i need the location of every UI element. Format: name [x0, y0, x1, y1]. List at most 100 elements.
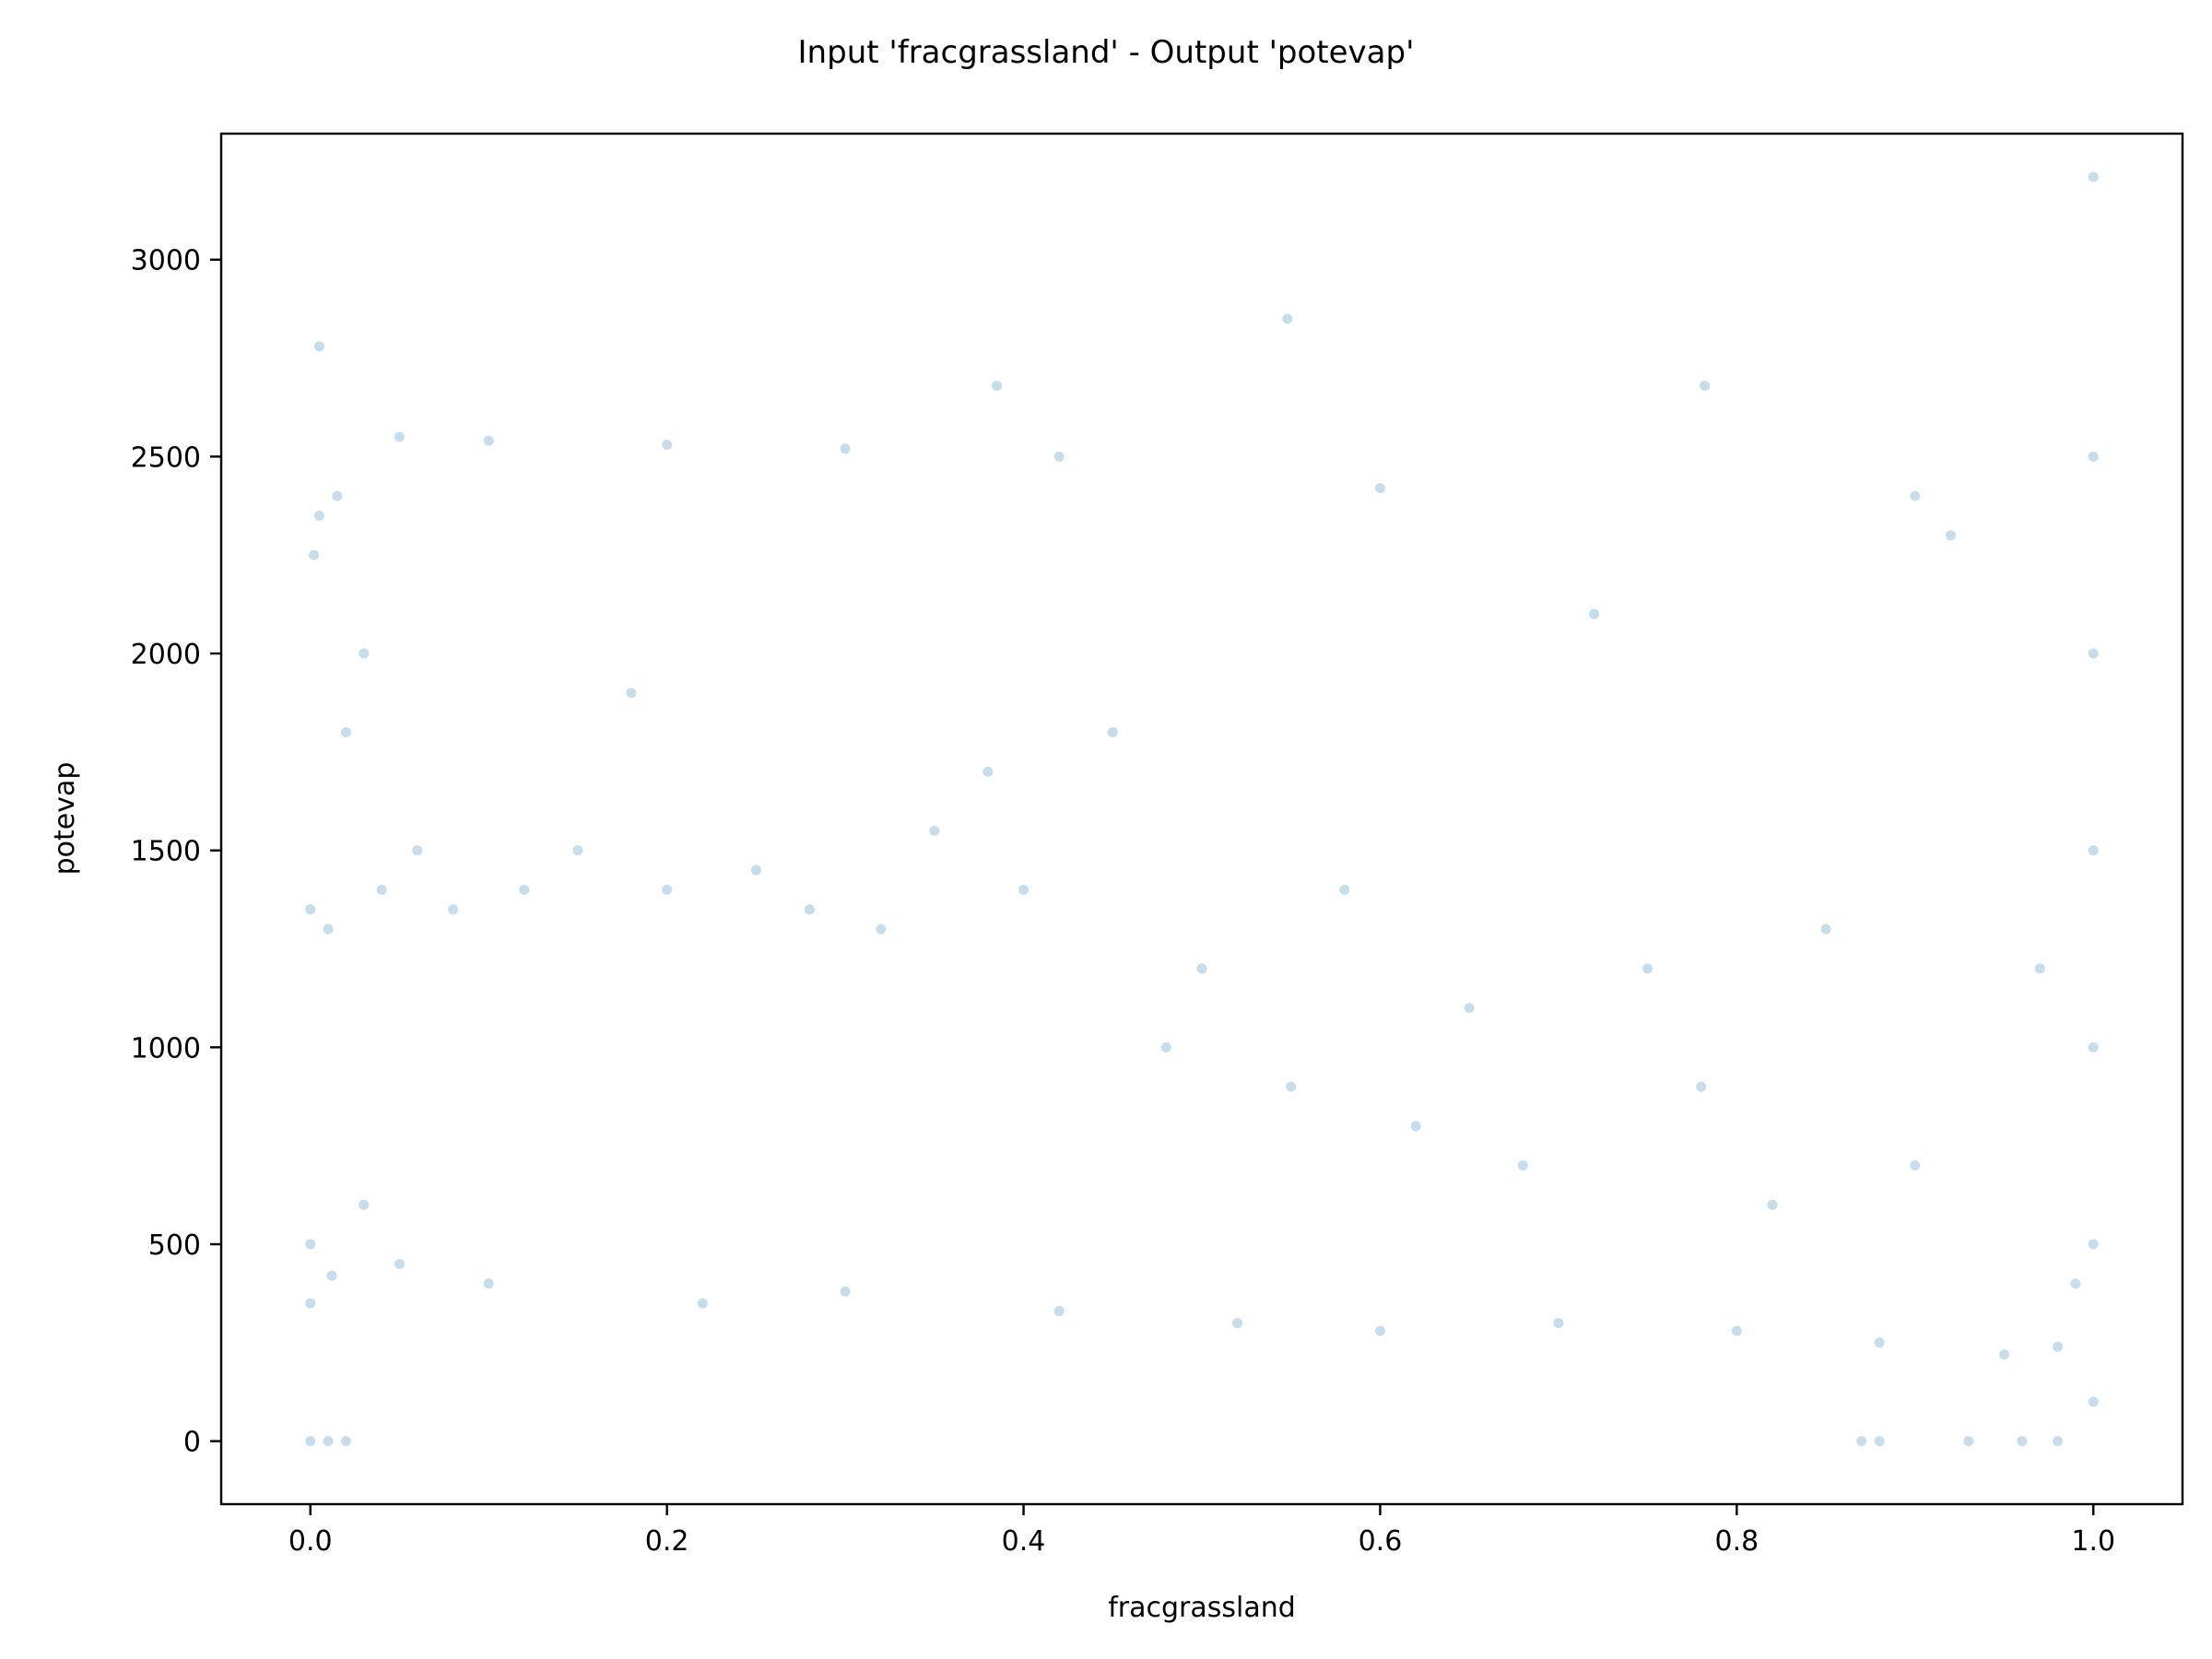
x-axis-label: fracgrassland: [1108, 1592, 1296, 1624]
y-tick-label: 2500: [131, 441, 201, 474]
data-point: [876, 924, 887, 935]
data-point: [332, 490, 343, 501]
data-point: [840, 1286, 851, 1297]
data-point: [1339, 884, 1350, 895]
data-point: [662, 440, 673, 451]
data-point: [313, 510, 324, 521]
data-point: [323, 924, 334, 935]
data-point: [519, 884, 530, 895]
data-point: [626, 688, 637, 699]
x-tick-label: 0.6: [1359, 1525, 1403, 1558]
data-point: [2088, 1239, 2099, 1250]
data-point: [394, 1258, 405, 1269]
y-tick-label: 2000: [131, 639, 201, 671]
x-tick-label: 0.8: [1715, 1525, 1759, 1558]
data-point: [1374, 483, 1385, 494]
data-point: [305, 904, 316, 915]
data-point: [1160, 1041, 1171, 1053]
y-axis-label: potevap: [49, 762, 81, 876]
data-point: [1286, 1081, 1297, 1092]
data-point: [2053, 1436, 2064, 1447]
data-point: [804, 904, 815, 915]
data-point: [1282, 313, 1293, 324]
chart-title: Input 'fracgrassland' - Output 'potevap': [798, 34, 1415, 71]
data-point: [1700, 380, 1711, 391]
scatter-points: [305, 171, 2099, 1447]
y-tick-label: 1000: [131, 1032, 201, 1065]
data-point: [309, 549, 320, 560]
x-tick-label: 0.4: [1002, 1525, 1046, 1558]
data-point: [1910, 490, 1921, 501]
data-point: [1589, 608, 1600, 619]
data-point: [340, 1436, 351, 1447]
data-point: [394, 431, 405, 442]
data-point: [1820, 924, 1831, 935]
data-point: [1107, 726, 1118, 737]
data-point: [305, 1298, 316, 1309]
data-point: [1946, 530, 1957, 541]
data-point: [750, 865, 761, 876]
data-point: [1874, 1436, 1885, 1447]
data-point: [2070, 1278, 2081, 1289]
data-point: [323, 1436, 334, 1447]
data-point: [1642, 963, 1653, 974]
data-point: [992, 380, 1003, 391]
data-point: [2088, 845, 2099, 856]
data-point: [982, 766, 994, 777]
y-tick-label: 1500: [131, 836, 201, 868]
data-point: [1018, 884, 1030, 895]
data-point: [572, 845, 583, 856]
data-point: [305, 1436, 316, 1447]
data-point: [697, 1298, 708, 1309]
data-point: [1553, 1317, 1564, 1328]
x-tick-label: 0.2: [645, 1525, 689, 1558]
y-axis: 0 500 1000 1500 2000 2500 3000: [131, 245, 221, 1459]
data-point: [1874, 1337, 1885, 1348]
data-point: [1696, 1081, 1707, 1092]
data-point: [840, 443, 851, 454]
data-point: [483, 435, 494, 446]
data-point: [340, 726, 351, 737]
data-point: [2088, 648, 2099, 659]
data-point: [929, 825, 940, 836]
data-point: [662, 884, 673, 895]
data-point: [1910, 1160, 1921, 1171]
data-point: [1196, 963, 1207, 974]
data-point: [1232, 1317, 1243, 1328]
data-point: [1053, 1306, 1065, 1317]
y-tick-label: 3000: [131, 245, 201, 277]
data-point: [326, 1270, 337, 1281]
data-point: [1517, 1160, 1528, 1171]
data-point: [1731, 1325, 1742, 1336]
data-point: [313, 341, 324, 352]
data-point: [2017, 1436, 2028, 1447]
data-point: [376, 884, 387, 895]
y-tick-label: 0: [183, 1427, 201, 1459]
x-tick-label: 1.0: [2071, 1525, 2115, 1558]
x-tick-label: 0.0: [288, 1525, 333, 1558]
data-point: [412, 845, 423, 856]
data-point: [1856, 1436, 1867, 1447]
data-point: [2088, 171, 2099, 182]
data-point: [1374, 1325, 1385, 1336]
data-point: [1464, 1003, 1475, 1014]
data-point: [359, 1199, 370, 1210]
plot-frame: [219, 132, 2184, 1506]
data-point: [483, 1278, 494, 1289]
data-point: [2034, 963, 2045, 974]
data-point: [305, 1239, 316, 1250]
data-point: [1999, 1349, 2010, 1360]
data-point: [2053, 1341, 2064, 1352]
data-point: [2088, 1396, 2099, 1407]
data-point: [2088, 451, 2099, 462]
data-point: [1410, 1121, 1421, 1132]
data-point: [1767, 1199, 1778, 1210]
data-point: [2088, 1041, 2099, 1053]
data-point: [1053, 451, 1065, 462]
data-point: [1963, 1436, 1974, 1447]
x-axis: 0.0 0.2 0.4 0.6 0.8 1.0: [288, 1504, 2115, 1558]
y-tick-label: 500: [148, 1230, 201, 1262]
data-point: [447, 904, 458, 915]
